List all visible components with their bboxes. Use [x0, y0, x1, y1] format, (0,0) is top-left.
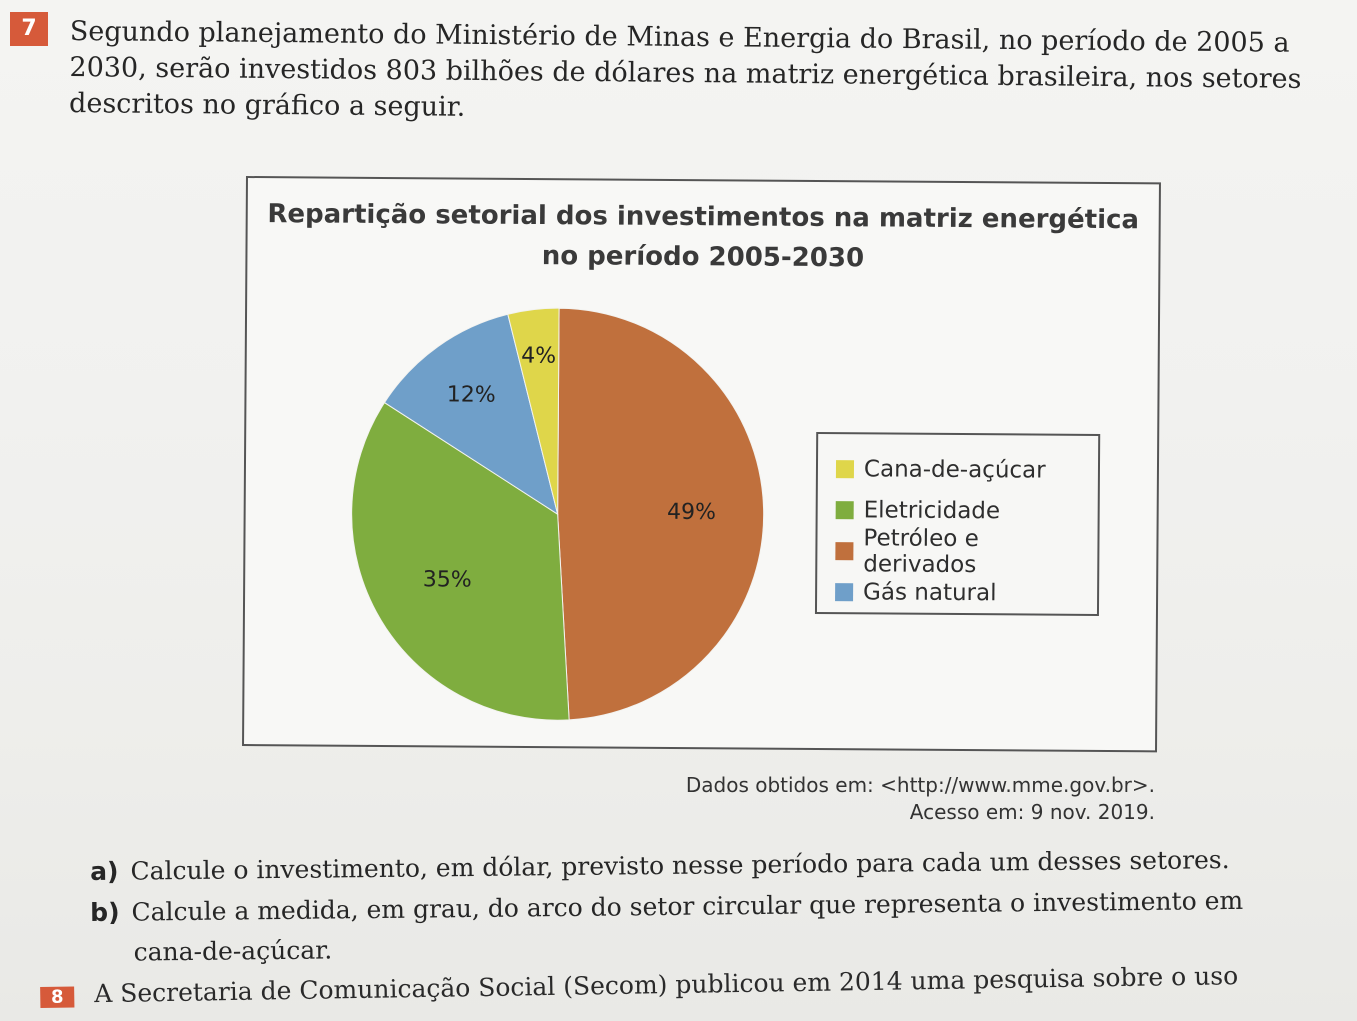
legend-swatch-gas	[835, 582, 854, 601]
legend-swatch-eletricidade	[835, 500, 854, 519]
legend-label-petroleo: Petróleo e derivados	[863, 524, 979, 578]
chart-title-line2: no período 2005-2030	[541, 241, 865, 274]
legend-swatch-cana	[835, 459, 855, 478]
pie-label-gas: 12%	[447, 382, 496, 407]
chart-title-line1: Repartição setorial dos investimentos na…	[267, 199, 1140, 236]
data-source: Dados obtidos em: <http://www.mme.gov.br…	[640, 772, 1155, 826]
pie-slice-gas	[383, 313, 559, 516]
source-line2: Acesso em: 9 nov. 2019.	[909, 800, 1155, 824]
item-a-label: a)	[90, 856, 119, 886]
legend-item-cana: Cana-de-açúcar	[835, 448, 1098, 491]
pie-label-cana: 4%	[521, 344, 556, 369]
item-b-label: b)	[90, 897, 120, 927]
source-line1: Dados obtidos em: <http://www.mme.gov.br…	[685, 773, 1155, 797]
pie-slice-eletricidade	[351, 401, 570, 721]
legend-label-eletricidade: Eletricidade	[863, 496, 1001, 524]
legend-item-petroleo: Petróleo e derivados	[835, 525, 1097, 578]
question-number-badge: 7	[10, 12, 48, 46]
pie-label-petroleo: 49%	[667, 500, 716, 525]
chart-legend: Cana-de-açúcar Eletricidade Petróleo e d…	[814, 431, 1101, 616]
pie-slice-petroleo	[557, 307, 765, 721]
pie-slice-cana	[507, 307, 560, 515]
legend-label-cana: Cana-de-açúcar	[863, 455, 1046, 484]
legend-label-gas: Gás natural	[863, 578, 997, 606]
item-a-text: Calcule o investimento, em dólar, previs…	[130, 845, 1230, 886]
question-intro-text: Segundo planejamento do Ministério de Mi…	[68, 15, 1302, 123]
chart-frame: Repartição setorial dos investimentos na…	[242, 176, 1161, 753]
chart-title: Repartição setorial dos investimentos na…	[247, 194, 1159, 280]
next-question-number-badge: 8	[40, 986, 75, 1008]
pie-chart: 49% 35% 12% 4%	[351, 307, 765, 721]
item-b: b) Calcule a medida, em grau, do arco do …	[90, 880, 1291, 973]
item-b-text-line1: Calcule a medida, em grau, do arco do se…	[131, 885, 1244, 927]
legend-swatch-petroleo	[835, 541, 854, 560]
pie-label-eletricidade: 35%	[423, 567, 472, 592]
